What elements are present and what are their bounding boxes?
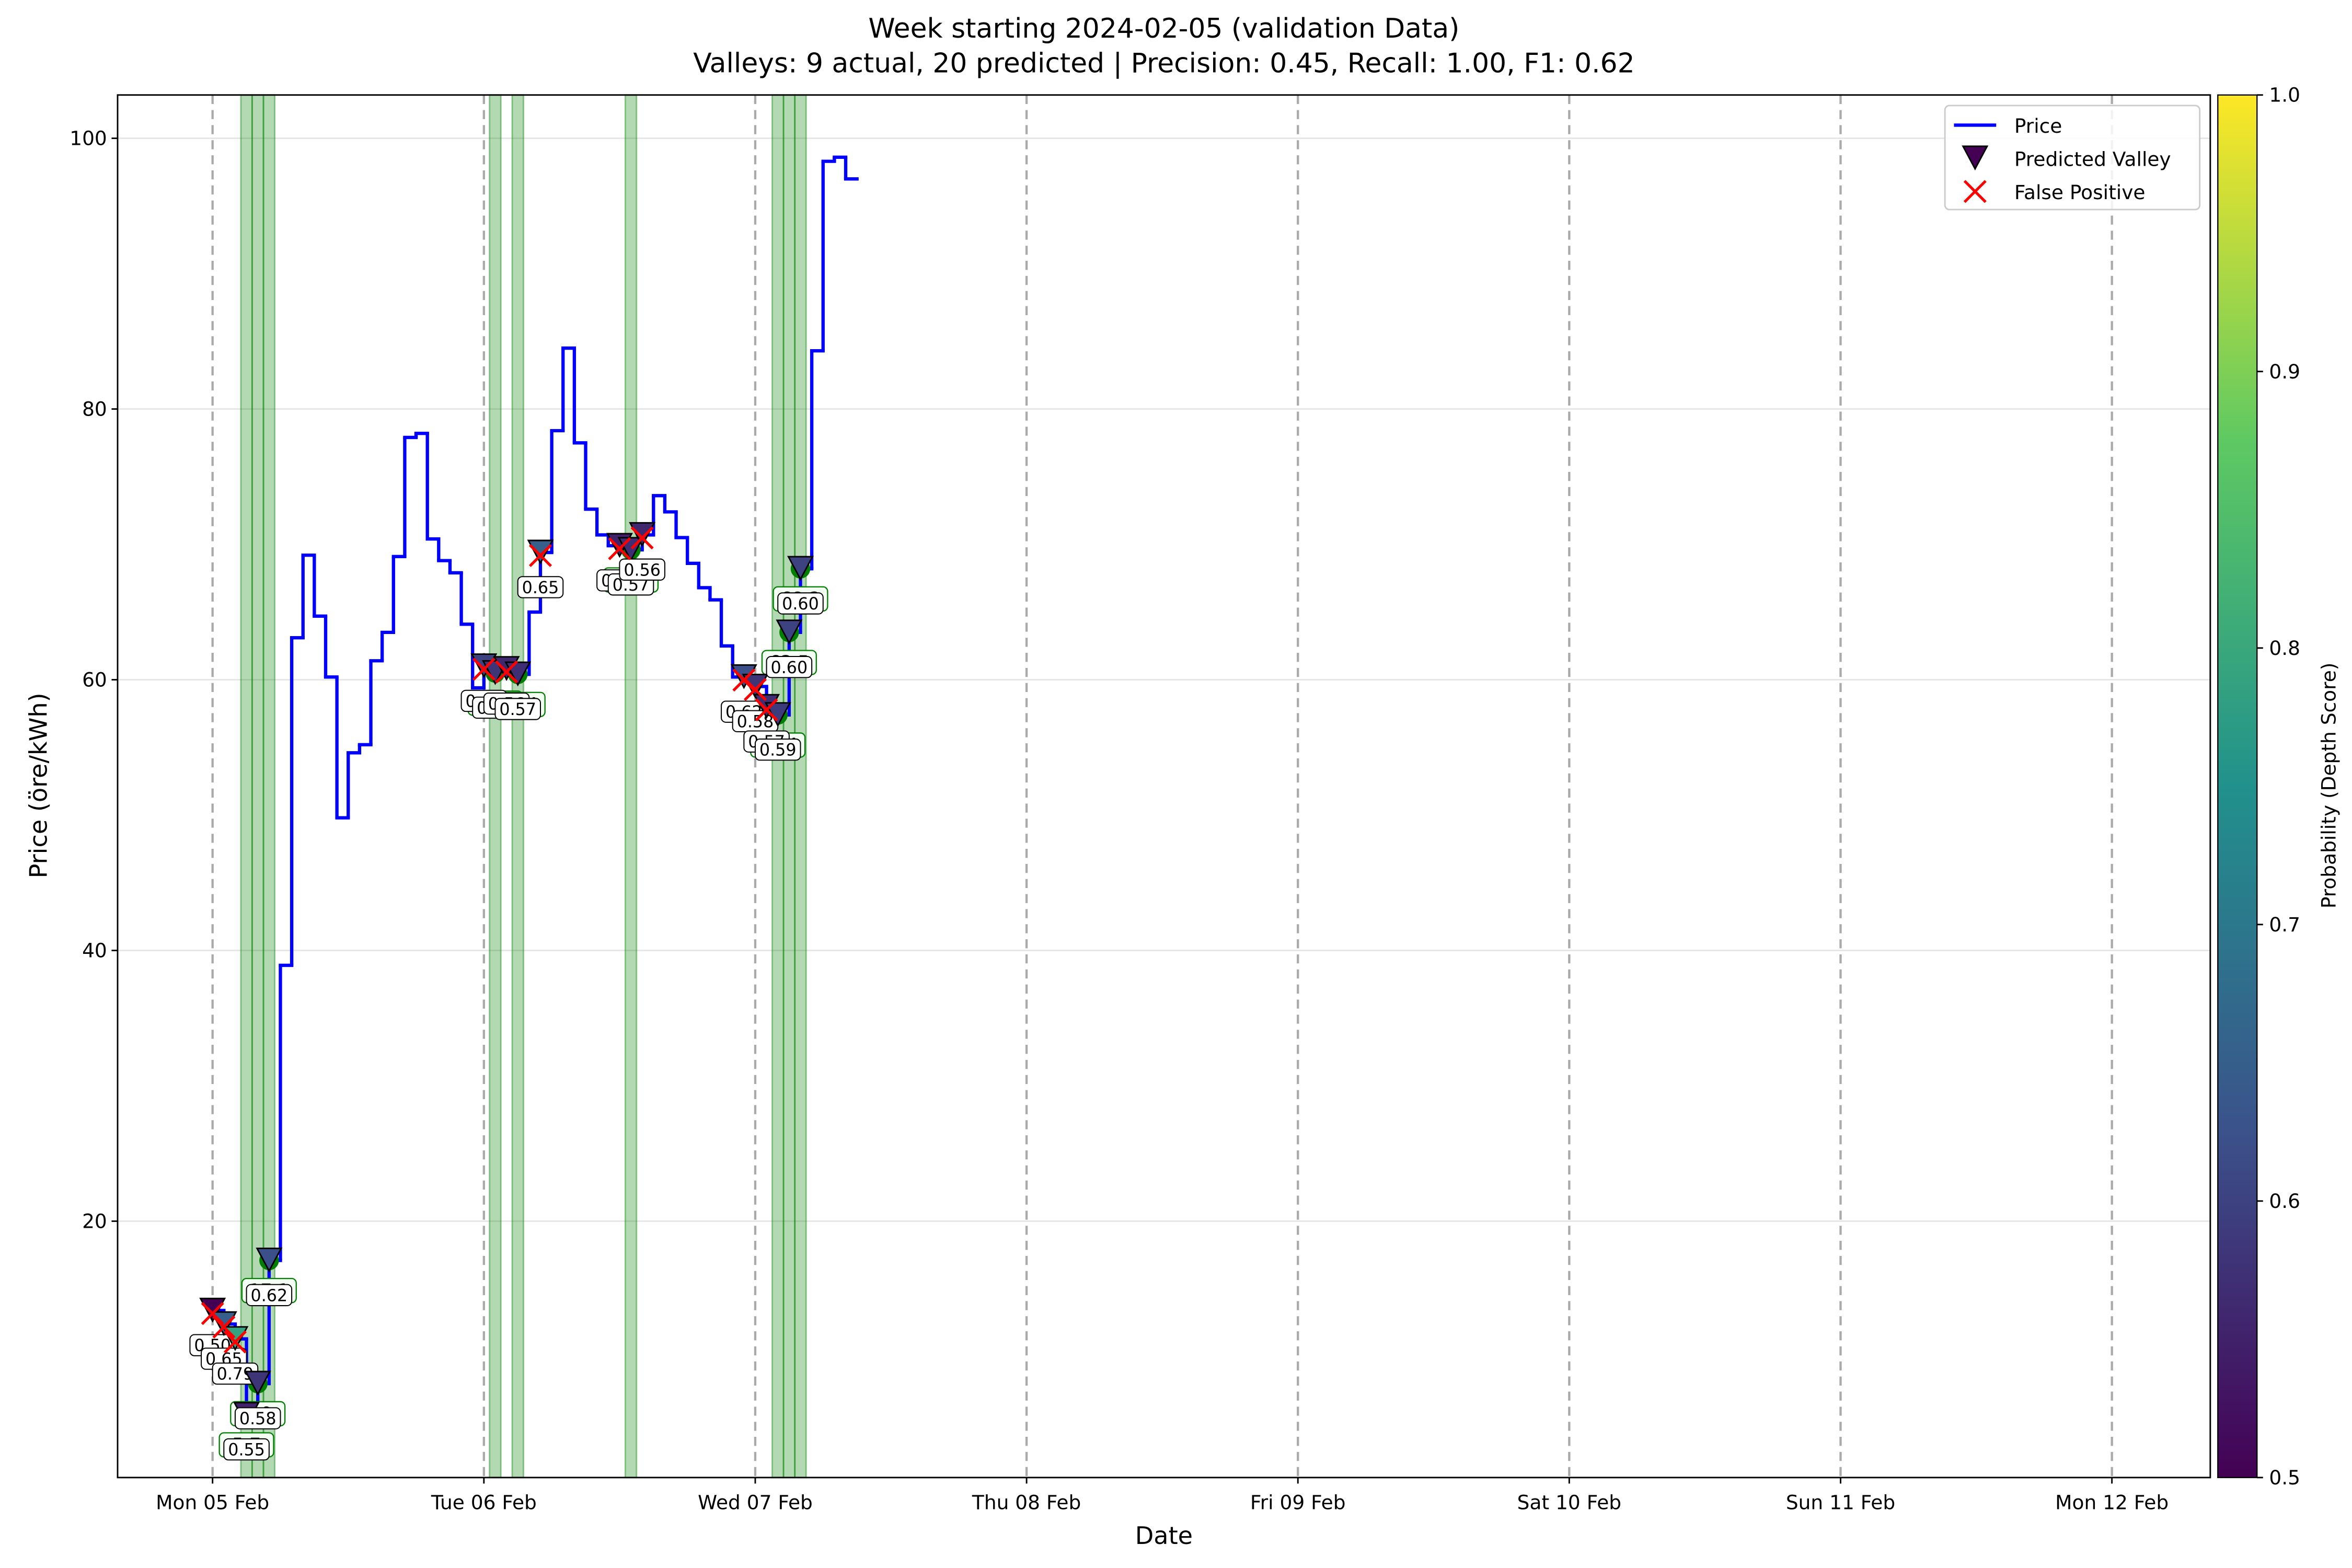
- chart-title: Week starting 2024-02-05 (validation Dat…: [868, 13, 1459, 44]
- x-tick-label: Sat 10 Feb: [1517, 1491, 1621, 1514]
- plot-frame: [117, 94, 2211, 1479]
- predicted-valley-marker: [527, 539, 554, 565]
- probability-label: 0.59: [759, 741, 797, 760]
- predicted-valley-marker: [787, 556, 814, 581]
- prob-label-box: [234, 1407, 281, 1429]
- probability-label: 0.60: [782, 595, 819, 614]
- actual-valley-span: [782, 94, 796, 1479]
- legend-label: Price: [2014, 114, 2062, 137]
- colorbar-tick-label: 0.5: [2269, 1466, 2300, 1489]
- actual-valley-span: [240, 94, 253, 1479]
- prob-label-box: [754, 738, 801, 761]
- x-tick-label: Mon 12 Feb: [2055, 1491, 2169, 1514]
- false-positive-cross: [472, 658, 495, 681]
- prob-label-box: [619, 558, 665, 581]
- probability-label: 0.57: [499, 700, 536, 719]
- legend-label: False Positive: [2014, 181, 2146, 204]
- false-positive-marker: [755, 698, 778, 722]
- false-positive-cross: [630, 526, 654, 550]
- false-positive-marker: [630, 526, 654, 550]
- actual-valley-span: [251, 94, 264, 1479]
- false-positive-marker: [201, 1302, 224, 1325]
- probability-label: 0.58: [239, 1410, 276, 1428]
- probability-label: 0.55: [228, 1441, 265, 1460]
- predicted-valley-marker: [244, 1370, 271, 1396]
- prob-label-box: [494, 698, 541, 720]
- false-positive-marker: [528, 544, 552, 567]
- legend-swatch: [1963, 180, 1987, 203]
- colorbar-tick-label: 0.7: [2269, 913, 2300, 936]
- false-positive-marker: [743, 678, 767, 701]
- predicted-valley-marker: [199, 1297, 226, 1323]
- false-positive-marker: [608, 537, 631, 560]
- false-positive-marker: [472, 658, 495, 681]
- colorbar-tick-label: 0.8: [2269, 637, 2300, 660]
- false-positive-cross: [495, 660, 518, 684]
- probability-label: 0.56: [624, 561, 661, 580]
- x-tick-label: Mon 05 Feb: [156, 1491, 269, 1514]
- prob-label-box: [766, 656, 813, 678]
- actual-valley-span: [771, 94, 785, 1479]
- actual-valley-span: [511, 94, 524, 1479]
- y-tick-label: 60: [82, 668, 107, 691]
- prob-label-box: [777, 592, 824, 615]
- legend-label: Predicted Valley: [2014, 147, 2171, 170]
- y-tick-label: 20: [82, 1209, 107, 1232]
- prob-label-box: [246, 1284, 293, 1307]
- x-tick-label: Wed 07 Feb: [698, 1491, 813, 1514]
- legend-swatch: [1962, 145, 1989, 171]
- y-axis-label: Price (öre/kWh): [24, 693, 52, 878]
- y-tick-label: 80: [82, 398, 107, 421]
- actual-valley-span: [489, 94, 502, 1479]
- predicted-valley-marker: [629, 522, 656, 547]
- colorbar: [2217, 94, 2258, 1479]
- predicted-valley-marker: [256, 1248, 283, 1273]
- actual-valley-span: [624, 94, 638, 1479]
- false-positive-cross: [528, 544, 552, 567]
- x-tick-label: Thu 08 Feb: [972, 1491, 1081, 1514]
- colorbar-tick-label: 0.9: [2269, 360, 2300, 383]
- x-tick-label: Fri 09 Feb: [1250, 1491, 1346, 1514]
- chart-subtitle: Valleys: 9 actual, 20 predicted | Precis…: [693, 48, 1634, 79]
- predicted-valley-marker: [776, 619, 803, 645]
- probability-label: 0.60: [771, 659, 808, 677]
- false-positive-cross: [743, 678, 767, 701]
- false-positive-marker: [495, 660, 518, 684]
- prob-label-box: [223, 1438, 270, 1461]
- x-tick-label: Tue 06 Feb: [431, 1491, 537, 1514]
- false-positive-cross: [212, 1315, 236, 1339]
- false-positive-marker: [212, 1315, 236, 1339]
- false-positive-cross: [201, 1302, 224, 1325]
- x-tick-label: Sun 11 Feb: [1786, 1491, 1895, 1514]
- y-tick-label: 100: [70, 127, 107, 150]
- false-positive-marker: [223, 1330, 247, 1354]
- colorbar-tick-label: 0.6: [2269, 1190, 2300, 1213]
- probability-label: 0.65: [522, 579, 559, 597]
- prob-label-box: [517, 576, 564, 598]
- y-tick-label: 40: [82, 939, 107, 962]
- legend-box: [1944, 105, 2201, 211]
- colorbar-label: Probability (Depth Score): [2317, 663, 2340, 909]
- false-positive-cross: [755, 698, 778, 722]
- actual-valley-span: [794, 94, 807, 1479]
- false-positive-cross: [608, 537, 631, 560]
- false-positive-cross: [223, 1330, 247, 1354]
- x-axis-label: Date: [1135, 1521, 1193, 1550]
- colorbar-tick-label: 1.0: [2269, 84, 2300, 107]
- probability-label: 0.62: [251, 1286, 288, 1305]
